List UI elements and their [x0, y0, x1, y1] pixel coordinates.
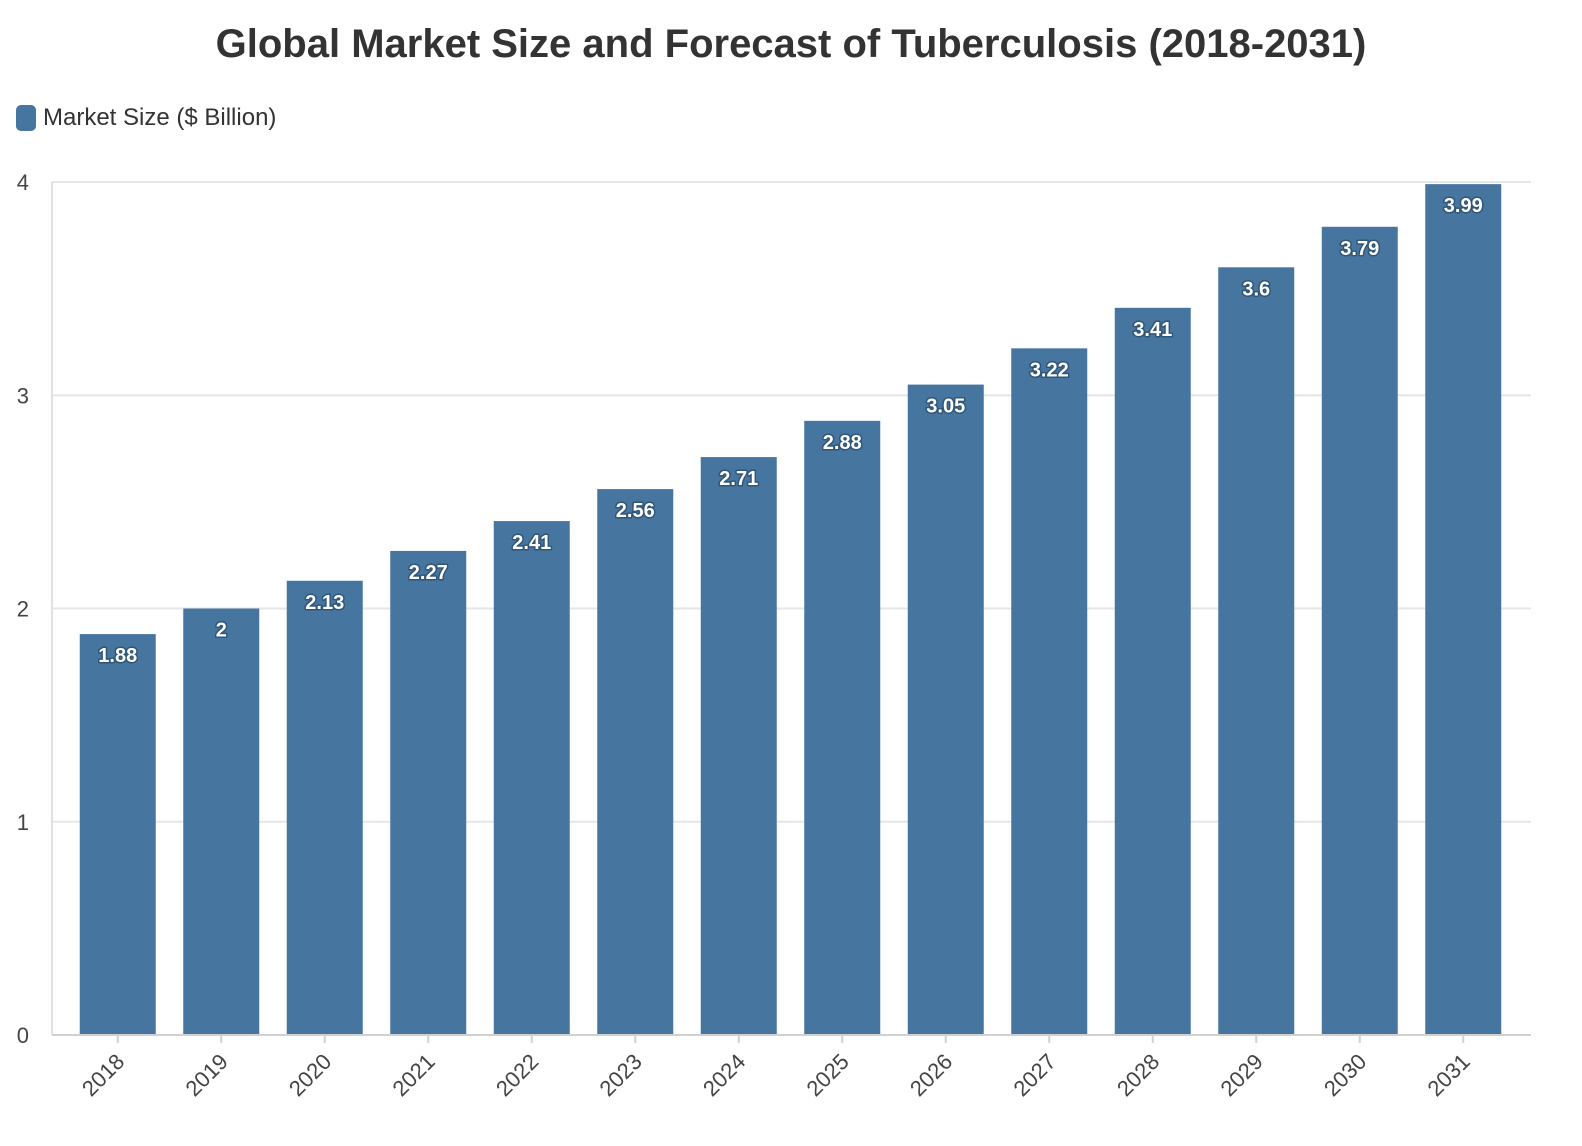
x-tick-label-2025: 2025	[801, 1049, 853, 1101]
bar-2026[interactable]	[907, 384, 984, 1035]
bar-2023[interactable]	[597, 489, 674, 1036]
data-label-2018: 1.88	[98, 645, 137, 667]
bar-2028[interactable]	[1114, 307, 1191, 1035]
grid-lines	[52, 181, 1531, 823]
data-label-2029: 3.6	[1242, 278, 1270, 300]
x-tick-label-2018: 2018	[77, 1049, 129, 1101]
bar-2030[interactable]	[1321, 226, 1398, 1036]
data-label-2023: 2.56	[616, 500, 655, 522]
x-tick-label-2019: 2019	[180, 1049, 232, 1101]
bar-2019[interactable]	[183, 608, 260, 1036]
data-label-2030: 3.79	[1340, 238, 1379, 260]
x-tick-label-2021: 2021	[387, 1049, 439, 1101]
chart-title: Global Market Size and Forecast of Tuber…	[215, 22, 1367, 66]
x-tick-label-2031: 2031	[1422, 1049, 1474, 1101]
data-label-2020: 2.13	[305, 592, 344, 614]
legend-swatch	[16, 105, 36, 131]
data-label-2019: 2	[216, 620, 227, 642]
bars	[79, 184, 1502, 1036]
y-tick-label: 1	[17, 810, 29, 835]
bar-2022[interactable]	[493, 521, 570, 1035]
x-tick-label-2028: 2028	[1112, 1049, 1164, 1101]
bar-2018[interactable]	[79, 634, 156, 1035]
bar-2031[interactable]	[1425, 184, 1502, 1035]
data-label-2026: 3.05	[926, 396, 965, 418]
data-labels: 1.88 2 2.13 2.27 2.41 2.56 2.71 2.88 3.05 3.22 3.4…	[97, 194, 1484, 669]
bar-2029[interactable]	[1218, 267, 1295, 1035]
y-tick-label: 4	[17, 170, 29, 195]
y-tick-label: 3	[17, 383, 29, 408]
bar-2025[interactable]	[804, 420, 881, 1036]
data-label-2021: 2.27	[409, 562, 448, 584]
legend-label: Market Size ($ Billion)	[43, 104, 277, 131]
data-label-2024: 2.71	[719, 468, 758, 490]
data-label-2031: 3.99	[1444, 195, 1483, 217]
x-tick-label-2022: 2022	[491, 1049, 543, 1101]
legend[interactable]: Market Size ($ Billion)	[16, 103, 276, 133]
x-tick-label-2030: 2030	[1319, 1049, 1371, 1101]
x-tick-label-2020: 2020	[284, 1049, 336, 1101]
bar-2020[interactable]	[286, 580, 363, 1035]
x-tick-label-2029: 2029	[1215, 1049, 1267, 1101]
bar-2024[interactable]	[700, 457, 777, 1035]
x-tick-label-2026: 2026	[905, 1049, 957, 1101]
data-label-2027: 3.22	[1030, 359, 1069, 381]
x-tick-label-2023: 2023	[594, 1049, 646, 1101]
data-label-2025: 2.88	[823, 432, 862, 454]
bar-2027[interactable]	[1011, 348, 1088, 1036]
x-tick-label-2024: 2024	[698, 1049, 750, 1101]
x-tick-label-2027: 2027	[1008, 1049, 1060, 1101]
y-tick-label: 0	[17, 1023, 29, 1048]
data-label-2022: 2.41	[512, 532, 551, 554]
y-tick-label: 2	[17, 597, 29, 622]
bar-2021[interactable]	[390, 550, 467, 1035]
data-label-2028: 3.41	[1133, 319, 1172, 341]
